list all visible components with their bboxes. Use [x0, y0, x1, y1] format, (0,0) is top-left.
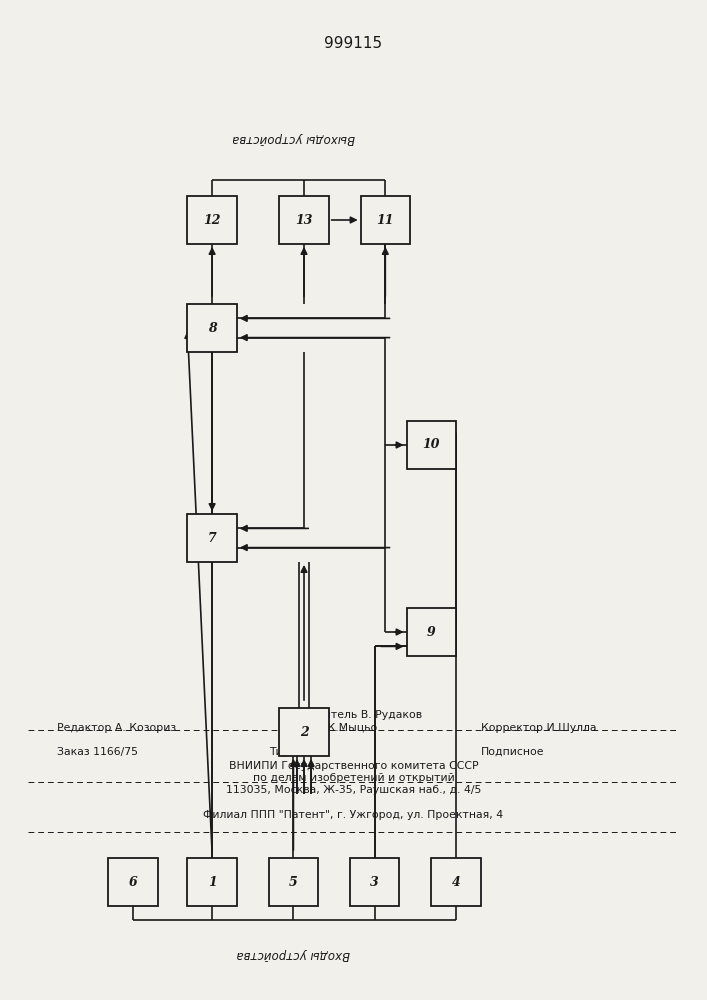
Bar: [187, 304, 237, 352]
Text: 10: 10: [423, 438, 440, 452]
Bar: [431, 858, 481, 906]
Text: 8: 8: [208, 322, 216, 334]
Text: по делам изобретений и открытий: по делам изобретений и открытий: [252, 773, 455, 783]
Text: 7: 7: [208, 532, 216, 544]
Text: 999115: 999115: [325, 36, 382, 51]
Text: Корректор И.Шулла: Корректор И.Шулла: [481, 723, 596, 733]
Bar: [269, 858, 318, 906]
Text: Редактор А. Козориз: Редактор А. Козориз: [57, 723, 175, 733]
Text: Выходы устройства: Выходы устройства: [232, 131, 355, 144]
Text: 1: 1: [208, 876, 216, 888]
Text: 3: 3: [370, 876, 379, 888]
Bar: [187, 514, 237, 562]
Bar: [350, 858, 399, 906]
Text: 9: 9: [427, 626, 436, 639]
Text: Заказ 1166/75: Заказ 1166/75: [57, 747, 138, 757]
Text: 12: 12: [204, 214, 221, 227]
Text: 5: 5: [289, 876, 298, 888]
Text: 6: 6: [129, 876, 137, 888]
Bar: [187, 196, 237, 244]
Bar: [407, 608, 456, 656]
Bar: [108, 858, 158, 906]
Text: 2: 2: [300, 726, 308, 738]
Bar: [279, 708, 329, 756]
Text: Составитель В. Рудаков: Составитель В. Рудаков: [284, 710, 423, 720]
Bar: [279, 196, 329, 244]
Bar: [361, 196, 410, 244]
Text: ВНИИПИ Государственного комитета СССР: ВНИИПИ Государственного комитета СССР: [228, 761, 479, 771]
Text: 13: 13: [296, 214, 312, 227]
Text: Входы устройства: Входы устройства: [237, 948, 350, 962]
Text: Филиал ППП "Патент", г. Ужгород, ул. Проектная, 4: Филиал ППП "Патент", г. Ужгород, ул. Про…: [204, 810, 503, 820]
Text: 113035, Москва, Ж-35, Раушская наб., д. 4/5: 113035, Москва, Ж-35, Раушская наб., д. …: [226, 785, 481, 795]
Text: Техред К.Мыцьо: Техред К.Мыцьо: [283, 723, 377, 733]
Bar: [407, 421, 456, 469]
Text: Подписное: Подписное: [481, 747, 544, 757]
Text: 4: 4: [452, 876, 460, 888]
Bar: [187, 858, 237, 906]
Text: 11: 11: [377, 214, 394, 227]
Text: Тираж 592: Тираж 592: [269, 747, 330, 757]
